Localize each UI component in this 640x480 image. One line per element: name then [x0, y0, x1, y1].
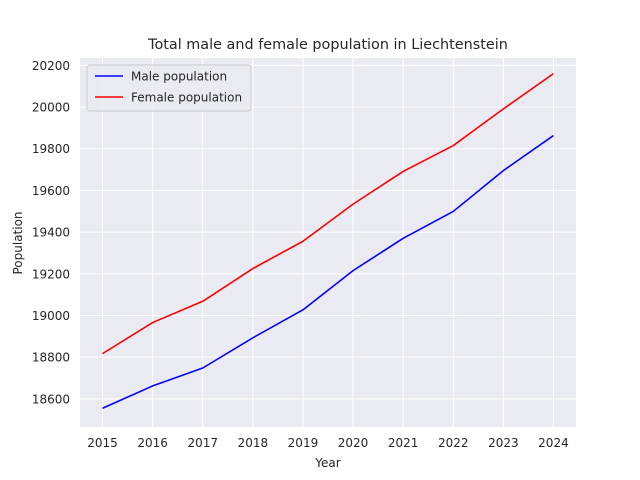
- x-axis-label: Year: [314, 456, 340, 470]
- x-tick-label: 2017: [187, 436, 218, 450]
- series-layer: [102, 72, 554, 409]
- x-tick-label: 2024: [538, 436, 569, 450]
- x-tick-label: 2022: [438, 436, 469, 450]
- x-tick-label: 2019: [288, 436, 319, 450]
- legend-label-female: Female population: [131, 91, 242, 105]
- y-tick-label: 20000: [32, 100, 70, 114]
- legend-box: [86, 64, 252, 112]
- x-tick-label: 2018: [238, 436, 269, 450]
- y-tick-label: 19800: [32, 142, 70, 156]
- y-tick-label: 18600: [32, 392, 70, 406]
- legend-label-male: Male population: [131, 70, 227, 84]
- y-axis-label: Population: [11, 211, 25, 274]
- series-line-male: [102, 134, 554, 409]
- x-tick-label: 2015: [87, 436, 118, 450]
- x-tick-label: 2023: [488, 436, 519, 450]
- x-tick-label: 2020: [338, 436, 369, 450]
- series-line-female: [102, 72, 554, 355]
- x-tick-label: 2016: [137, 436, 168, 450]
- y-tick-label: 18800: [32, 351, 70, 365]
- chart-title: Total male and female population in Liec…: [147, 37, 508, 53]
- y-tick-label: 19600: [32, 184, 70, 198]
- tick-labels: 2015 2016 2017 2018 2019 2020 2021 2022 2023 2024…: [32, 59, 569, 450]
- x-tick-label: 2021: [388, 436, 419, 450]
- y-tick-label: 19400: [32, 226, 70, 240]
- y-tick-label: 20200: [32, 59, 70, 73]
- grid: [80, 58, 576, 427]
- y-tick-label: 19000: [32, 309, 70, 323]
- plot-area: [80, 58, 576, 427]
- y-tick-label: 19200: [32, 267, 70, 281]
- legend: Male population Female population: [86, 64, 252, 112]
